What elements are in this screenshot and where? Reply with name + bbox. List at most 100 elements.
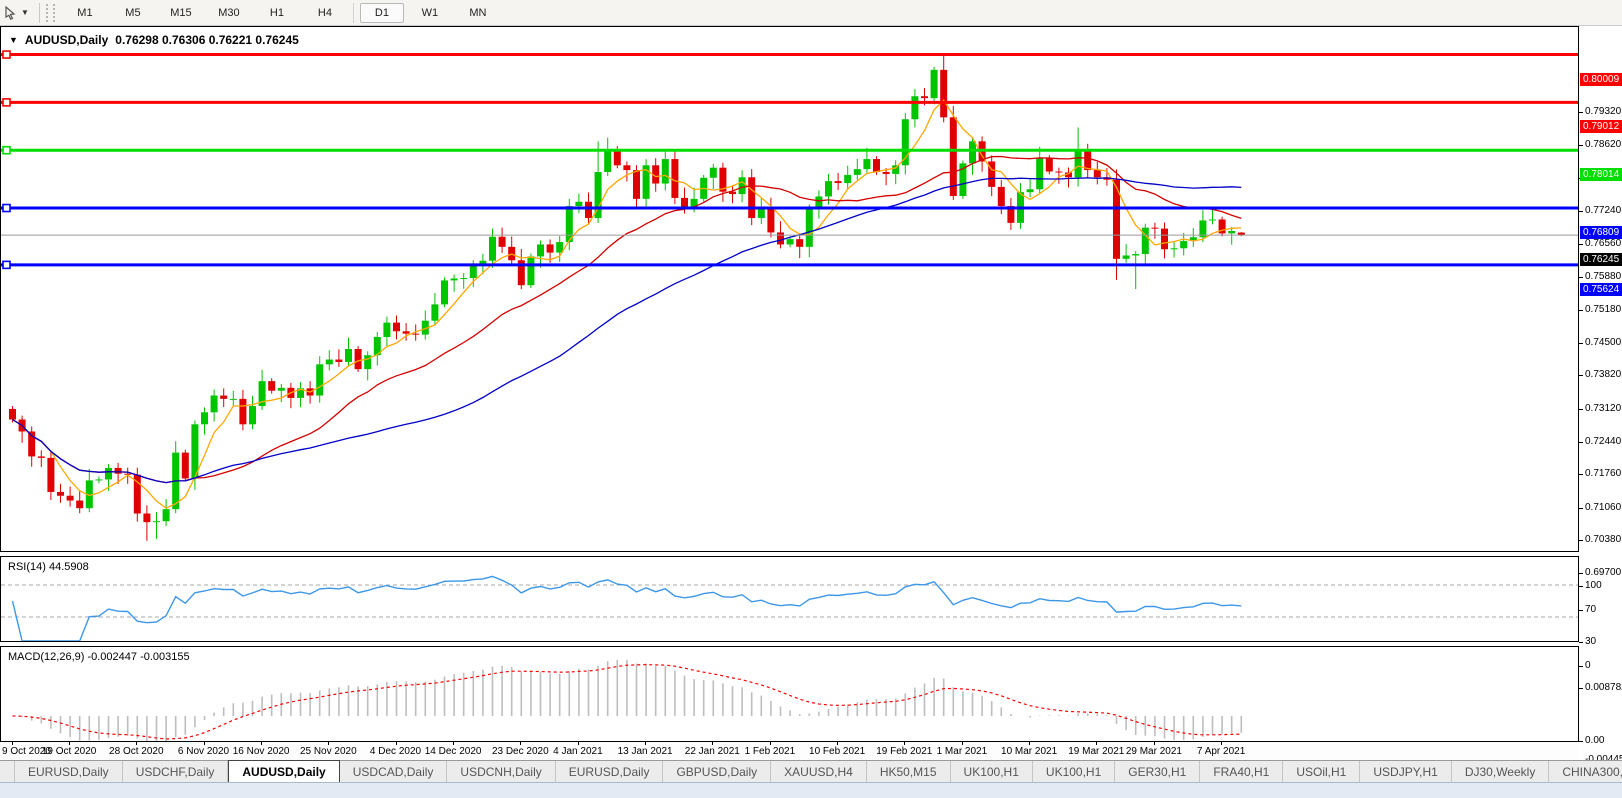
candle-body xyxy=(681,197,688,209)
date-label: 19 Feb 2021 xyxy=(876,746,933,757)
candle-body xyxy=(105,467,112,480)
level-price-badge: 0.75624 xyxy=(1580,282,1622,296)
candle-body xyxy=(853,169,861,175)
candle-body xyxy=(1180,241,1188,249)
timeframe-button-m30[interactable]: M30 xyxy=(218,6,240,19)
date-axis[interactable]: 9 Oct 2020 19 Oct 2020 28 Oct 2020 6 Nov 20… xyxy=(0,742,1579,760)
macd-tick-label: 0.008782 xyxy=(1579,682,1622,693)
collapse-triangle-icon[interactable]: ▼ xyxy=(9,35,18,45)
chart-tab-usdchf-daily[interactable]: USDCHF,Daily xyxy=(123,761,229,782)
timeframe-button-d1[interactable]: D1 xyxy=(359,2,404,23)
candle-body xyxy=(757,207,765,219)
candle-body xyxy=(805,209,813,247)
candle-body xyxy=(661,159,669,184)
candle-body xyxy=(1113,179,1120,259)
price-axis[interactable]: 0.793200.786200.779400.772400.765600.758… xyxy=(1578,26,1622,765)
chart-tab-ger30-h1[interactable]: GER30,H1 xyxy=(1115,761,1201,782)
date-label: 14 Dec 2020 xyxy=(424,746,482,757)
chart-tab-uk100-h1[interactable]: UK100,H1 xyxy=(951,761,1033,782)
timeframe-button-m1[interactable]: M1 xyxy=(77,6,93,19)
chart-tab-usoil-h1[interactable]: USOil,H1 xyxy=(1283,761,1361,782)
candle-body xyxy=(517,260,525,286)
candle-body xyxy=(162,509,170,522)
date-tick-mark xyxy=(769,742,771,745)
date-tick-mark xyxy=(261,742,263,745)
chart-tab-hk50-m15[interactable]: HK50,M15 xyxy=(867,761,951,782)
candle-body xyxy=(412,333,420,335)
candle-body xyxy=(1093,170,1101,178)
chart-tab-xauusd-h4[interactable]: XAUUSD,H4 xyxy=(771,761,867,782)
date-label: 23 Dec 2020 xyxy=(491,746,549,757)
timeframe-button-h4[interactable]: H4 xyxy=(317,6,332,19)
chart-tab-usdcad-daily[interactable]: USDCAD,Daily xyxy=(340,761,448,782)
date-label: 13 Jan 2021 xyxy=(617,746,673,757)
timeframe-buttons: M1 M5 M15 M30 H1 H4 D1 W1 MN xyxy=(61,2,502,23)
macd-chart-canvas xyxy=(12,659,1243,741)
candle-body xyxy=(402,331,410,334)
timeframe-button-w1[interactable]: W1 xyxy=(421,6,439,19)
candle-body xyxy=(1209,219,1216,221)
chart-tab-eurusd-daily[interactable]: EURUSD,Daily xyxy=(14,761,123,782)
candle-body xyxy=(575,201,583,207)
timeframe-button-h1[interactable]: H1 xyxy=(269,6,284,19)
price-chart-canvas[interactable] xyxy=(1,27,1578,551)
chart-tab-usdcnh-daily[interactable]: USDCNH,Daily xyxy=(447,761,556,782)
candle-body xyxy=(1132,254,1140,256)
candle-body xyxy=(431,304,439,321)
candle-body xyxy=(1074,150,1082,178)
chart-tab-dj30-weekly[interactable]: DJ30,Weekly xyxy=(1452,761,1550,782)
candle-body xyxy=(335,359,343,362)
date-tick-mark xyxy=(136,742,138,745)
level-handle[interactable] xyxy=(2,145,11,155)
date-tick-mark xyxy=(1221,742,1223,745)
candle-body xyxy=(450,278,458,281)
level-handle[interactable] xyxy=(2,98,11,107)
chart-tab-eurusd-daily[interactable]: EURUSD,Daily xyxy=(556,761,664,782)
chart-tab-gbpusd-daily[interactable]: GBPUSD,Daily xyxy=(663,761,772,782)
candle-body xyxy=(959,163,967,196)
date-label: 22 Jan 2021 xyxy=(684,746,740,757)
date-tick-mark xyxy=(577,742,579,745)
rsi-panel[interactable]: RSI(14) 44.5908 xyxy=(0,556,1579,642)
medium-ma-line xyxy=(12,155,1242,484)
price-tick-label: 0.77240 xyxy=(1578,205,1622,217)
chart-tab-uk100-h1[interactable]: UK100,H1 xyxy=(1033,761,1116,782)
level-handle[interactable] xyxy=(2,50,11,59)
price-panel[interactable]: ▼ AUDUSD,Daily 0.76298 0.76306 0.76221 0… xyxy=(0,26,1579,552)
candle-body xyxy=(393,322,400,332)
candle-body xyxy=(316,364,324,396)
candle-body xyxy=(498,236,506,247)
level-price-badge: 0.79012 xyxy=(1580,120,1622,134)
candle-body xyxy=(901,119,909,166)
candle-body xyxy=(277,387,285,391)
level-handle[interactable] xyxy=(2,203,11,213)
candle-body xyxy=(585,201,592,219)
chart-tab-fra40-h1[interactable]: FRA40,H1 xyxy=(1200,761,1284,782)
candle-body xyxy=(258,381,266,407)
date-label: 10 Feb 2021 xyxy=(809,746,866,757)
level-handle[interactable] xyxy=(2,260,11,270)
timeframe-button-mn[interactable]: MN xyxy=(469,6,487,19)
candle-body xyxy=(594,172,602,219)
chart-tab-china300-h1[interactable]: CHINA300,H1 xyxy=(1549,761,1622,782)
macd-panel[interactable]: MACD(12,26,9) -0.002447 -0.003155 xyxy=(0,646,1579,742)
price-tick-label: 0.71060 xyxy=(1578,501,1622,513)
candle-body xyxy=(1084,150,1092,171)
timeframe-button-m5[interactable]: M5 xyxy=(125,6,141,19)
toolbar-grip[interactable] xyxy=(45,3,55,22)
candle-body xyxy=(85,480,93,509)
chart-tab-audusd-daily[interactable]: AUDUSD,Daily xyxy=(228,760,340,782)
cursor-tool-button[interactable]: ▼ xyxy=(0,0,37,25)
candle-body xyxy=(633,170,640,199)
price-tick-label: 0.75880 xyxy=(1578,270,1622,282)
date-tick-mark xyxy=(520,742,522,745)
toolbar-separator xyxy=(38,2,40,23)
candle-body xyxy=(767,207,775,233)
candle-body xyxy=(28,431,36,457)
candle-body xyxy=(537,244,544,257)
timeframe-button-m15[interactable]: M15 xyxy=(170,6,192,19)
candle-body xyxy=(143,513,151,523)
date-tick-mark xyxy=(1029,742,1031,745)
chart-tab-usdjpy-h1[interactable]: USDJPY,H1 xyxy=(1360,761,1452,782)
